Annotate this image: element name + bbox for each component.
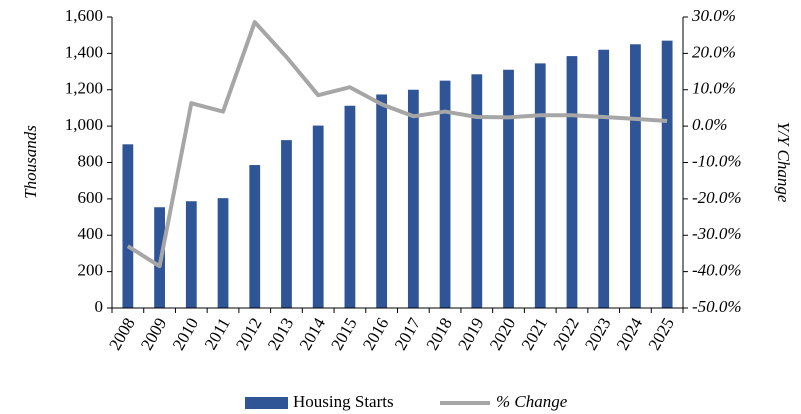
bar <box>407 89 419 308</box>
y2-tick-label: 30.0% <box>691 6 736 25</box>
y-tick-label: 800 <box>78 151 104 170</box>
x-tick-label: 2019 <box>454 314 487 353</box>
x-tick-label: 2024 <box>613 314 647 353</box>
bar <box>122 144 134 308</box>
x-tick-label: 2012 <box>232 314 265 353</box>
y-tick-label: 600 <box>78 188 104 207</box>
y2-tick-label: 0.0% <box>692 115 727 134</box>
x-tick-label: 2008 <box>105 314 138 353</box>
y-tick-label: 0 <box>95 297 104 316</box>
y2-tick-label: -20.0% <box>692 188 742 207</box>
y2-tick-label: -10.0% <box>692 151 742 170</box>
bar <box>630 44 641 308</box>
legend-label: Housing Starts <box>293 392 394 411</box>
bar <box>471 74 483 309</box>
x-tick-label: 2014 <box>296 314 330 353</box>
legend-label: % Change <box>496 392 568 411</box>
y-tick-label: 1,200 <box>65 79 103 98</box>
y-tick-label: 1,400 <box>65 42 103 61</box>
bar <box>312 125 324 308</box>
x-tick-label: 2025 <box>645 314 678 353</box>
x-tick-label: 2013 <box>264 314 297 353</box>
x-tick-label: 2010 <box>169 314 202 353</box>
y2-tick-label: 20.0% <box>692 42 736 61</box>
bar <box>185 201 197 308</box>
line <box>126 20 668 269</box>
x-tick-label: 2009 <box>137 314 170 353</box>
y2-tick-label: -30.0% <box>692 224 742 243</box>
bar <box>249 165 261 308</box>
x-tick-label: 2023 <box>581 314 614 353</box>
x-tick-label: 2015 <box>327 314 360 353</box>
bar <box>503 69 514 309</box>
y-tick-label: 400 <box>78 224 104 243</box>
legend-swatch <box>245 397 288 409</box>
x-tick-label: 2021 <box>518 314 551 353</box>
bar <box>344 105 356 308</box>
y-axis-title: Thousands <box>21 125 40 199</box>
bar <box>281 140 292 308</box>
y2-tick-label: -40.0% <box>692 261 742 280</box>
bar <box>376 94 388 308</box>
y-tick-label: 200 <box>78 261 104 280</box>
y2-tick-label: -50.0% <box>692 297 742 316</box>
x-tick-label: 2018 <box>422 314 455 353</box>
bar <box>534 63 546 308</box>
y-tick-label: 1,600 <box>65 6 103 25</box>
bar <box>217 198 229 308</box>
bar <box>566 56 578 309</box>
y2-tick-label: 10.0% <box>692 79 736 98</box>
x-tick-label: 2022 <box>549 314 582 353</box>
x-tick-label: 2020 <box>486 314 519 353</box>
x-tick-label: 2016 <box>359 314 392 353</box>
bar <box>439 80 451 308</box>
x-tick-label: 2017 <box>391 314 425 353</box>
y2-axis-title: Y/Y Change <box>774 122 793 203</box>
y-tick-label: 1,000 <box>65 115 103 134</box>
bar <box>598 49 610 309</box>
x-tick-label: 2011 <box>201 314 234 352</box>
bar <box>661 40 673 309</box>
